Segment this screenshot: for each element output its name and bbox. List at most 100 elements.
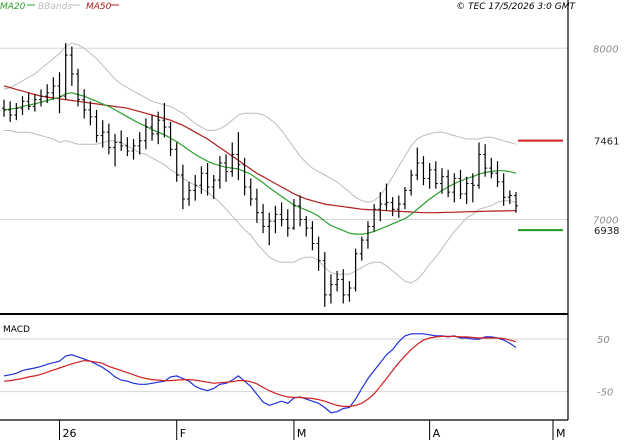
ohlc-bar <box>2 99 6 117</box>
ohlc-bar <box>168 121 173 157</box>
ohlc-bar <box>335 270 340 292</box>
ohlc-bar <box>125 137 130 157</box>
ohlc-bar <box>254 188 259 223</box>
ohlc-bar <box>236 132 241 181</box>
price-tick-label: 7000 <box>593 216 618 227</box>
ohlc-bar <box>137 132 142 155</box>
legend-ma50: MA50 <box>86 2 112 12</box>
macd-lines <box>3 333 517 414</box>
ohlc-bar <box>390 197 395 217</box>
x-tick-label: F <box>180 427 186 440</box>
price-panel <box>0 14 568 313</box>
ohlc-bar <box>347 281 352 302</box>
ohlc-bar <box>156 111 161 145</box>
ohlc-bar <box>439 168 444 194</box>
legend: MA20 BBands MA50 <box>0 2 119 12</box>
ohlc-bar <box>224 154 229 182</box>
ohlc-bar <box>242 157 247 196</box>
macd-tick-label: 50 <box>597 335 610 346</box>
ohlc-bar <box>162 103 167 138</box>
ohlc-bar <box>211 174 216 199</box>
ohlc-bar <box>14 103 19 121</box>
ohlc-bar <box>359 236 364 261</box>
ohlc-bar <box>88 101 93 126</box>
legend-ma20: MA20 <box>0 2 26 12</box>
ohlc-bar <box>476 142 481 189</box>
macd-axis: 50 -50 <box>597 335 613 399</box>
x-tick-label: A <box>433 427 441 440</box>
ohlc-bar <box>261 204 266 234</box>
ohlc-bar <box>378 192 383 222</box>
ohlc-bar <box>298 195 303 227</box>
ohlc-bar <box>279 202 284 227</box>
ohlc-bar <box>205 163 210 196</box>
bband-upper-line <box>3 42 517 203</box>
ohlc-bar <box>483 144 488 177</box>
ohlc-bar <box>32 94 37 112</box>
ohlc-bar <box>230 142 235 177</box>
macd-line <box>3 333 517 414</box>
ohlc-bar <box>51 77 56 100</box>
ohlc-bar <box>113 133 118 167</box>
ohlc-bar <box>452 173 457 203</box>
ohlc-bar <box>433 161 438 189</box>
ohlc-bar <box>427 163 432 189</box>
ohlc-bar <box>69 46 74 86</box>
price-axis: 8000 7000 <box>593 44 618 226</box>
macd-title: MACD <box>3 325 30 335</box>
ohlc-bar <box>304 216 309 237</box>
ohlc-bar <box>415 147 420 181</box>
ohlc-bar <box>199 166 204 194</box>
price-tick-label: 8000 <box>593 44 618 55</box>
x-tick-label: 26 <box>63 427 77 440</box>
ma20-line <box>3 92 517 235</box>
ohlc-bar <box>119 130 124 152</box>
ohlc-bar <box>106 123 111 155</box>
ohlc-bar <box>322 252 327 307</box>
ohlc-bar <box>193 174 198 201</box>
ohlc-bar <box>94 109 99 143</box>
x-tick-label: M <box>556 427 566 440</box>
macd-tick-label: -50 <box>597 388 613 399</box>
ohlc-bar <box>372 204 377 232</box>
x-tick-label: M <box>297 427 307 440</box>
bband-lower-line <box>4 130 517 284</box>
ohlc-bar <box>45 84 50 104</box>
ohlc-bar <box>131 139 136 160</box>
ohlc-bar <box>464 176 469 205</box>
ohlc-bar <box>291 198 296 230</box>
ohlc-bar <box>507 190 512 205</box>
ohlc-bar <box>26 92 31 110</box>
macd-grid <box>0 338 568 393</box>
ohlc-bar <box>353 248 358 292</box>
ohlc-bar <box>100 120 105 148</box>
timestamp: © TEC 17/5/2026 3:0 GMT <box>456 2 576 12</box>
ohlc-bar <box>495 161 500 187</box>
price-bars <box>2 43 518 307</box>
ohlc-bar <box>150 115 155 141</box>
ohlc-bar <box>316 236 321 271</box>
ohlc-bar <box>174 142 179 182</box>
ohlc-bar <box>421 156 426 186</box>
ohlc-bar <box>248 178 253 206</box>
support-line-label: 6938 <box>594 226 619 237</box>
ohlc-bar <box>458 169 463 199</box>
ohlc-bar <box>489 157 494 179</box>
ohlc-bar <box>365 221 370 249</box>
ohlc-bar <box>501 173 506 206</box>
ohlc-bar <box>514 192 518 213</box>
ohlc-bar <box>143 118 148 150</box>
ohlc-bar <box>328 274 333 304</box>
ohlc-bar <box>39 89 44 107</box>
x-axis: 26 F M A M <box>59 420 566 440</box>
resistance-line-label: 7461 <box>594 137 619 148</box>
ohlc-bar <box>446 169 451 198</box>
ohlc-bar <box>76 68 81 107</box>
ohlc-bar <box>470 173 475 203</box>
ma50-line <box>3 85 517 214</box>
ohlc-bar <box>310 221 315 251</box>
ohlc-bar <box>180 164 185 210</box>
ohlc-bar <box>267 212 272 246</box>
ohlc-bar <box>8 101 13 122</box>
